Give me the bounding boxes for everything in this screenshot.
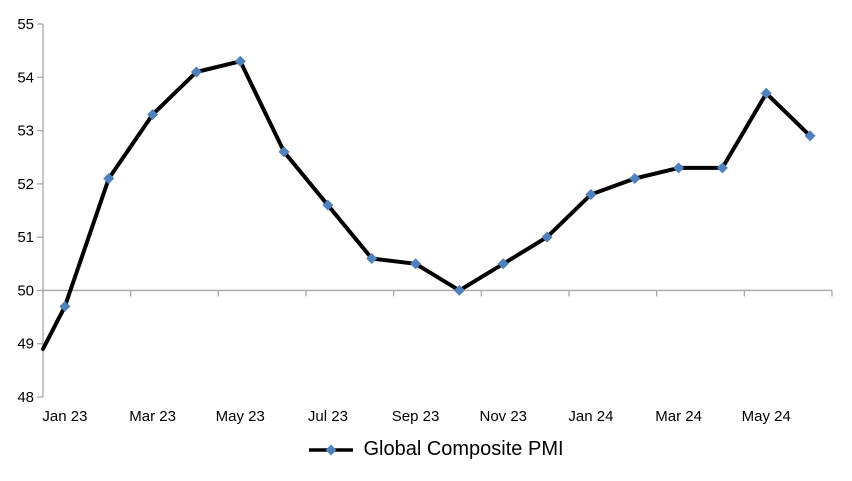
y-axis-label: 48	[17, 389, 34, 406]
y-axis-label: 53	[17, 123, 34, 140]
pmi-data-point-marker	[629, 173, 641, 185]
x-axis-label: Sep 23	[392, 408, 440, 425]
legend-diamond-marker-icon	[325, 444, 337, 455]
pmi-data-point-marker	[716, 162, 728, 174]
pmi-data-point-marker	[804, 130, 816, 142]
pmi-data-point-marker	[453, 284, 465, 296]
pmi-data-point-marker	[190, 66, 202, 78]
x-axis-label: Jul 23	[308, 408, 348, 425]
pmi-data-point-marker	[103, 173, 115, 185]
x-axis-label: Nov 23	[479, 408, 527, 425]
y-axis-label: 52	[17, 176, 34, 193]
y-axis-label: 51	[17, 229, 34, 246]
pmi-data-point-marker	[673, 162, 685, 174]
legend-line-marker-icon	[309, 444, 354, 455]
pmi-data-point-marker	[760, 87, 772, 99]
pmi-data-point-marker	[322, 199, 334, 211]
x-axis-label: Jan 24	[568, 408, 613, 425]
x-axis-label: May 23	[216, 408, 265, 425]
x-axis-label: Jan 23	[42, 408, 87, 425]
pmi-data-point-marker	[410, 258, 422, 270]
pmi-data-point-marker	[585, 189, 597, 201]
x-axis-label: May 24	[742, 408, 791, 425]
pmi-data-point-marker	[541, 231, 553, 243]
y-axis-label: 50	[17, 282, 34, 299]
x-axis-label: Mar 23	[129, 408, 176, 425]
chart-legend: Global Composite PMI	[10, 438, 852, 461]
x-axis-label: Mar 24	[655, 408, 702, 425]
pmi-data-point-marker	[147, 109, 159, 121]
pmi-data-point-marker	[59, 300, 71, 312]
pmi-data-point-marker	[278, 146, 290, 158]
legend-label: Global Composite PMI	[363, 438, 564, 460]
y-axis-label: 55	[17, 16, 34, 33]
chart-plot-area: 48 49 50 51 52 53 54 55 Jan 23 Mar 23 May 23 Jul 23…	[17, 16, 833, 425]
y-axis-label: 49	[17, 336, 34, 353]
pmi-data-point-marker	[366, 252, 378, 264]
y-axis-label: 54	[17, 69, 34, 86]
pmi-series-line	[41, 59, 813, 351]
pmi-data-point-marker	[497, 258, 509, 270]
pmi-data-point-marker	[234, 55, 246, 67]
